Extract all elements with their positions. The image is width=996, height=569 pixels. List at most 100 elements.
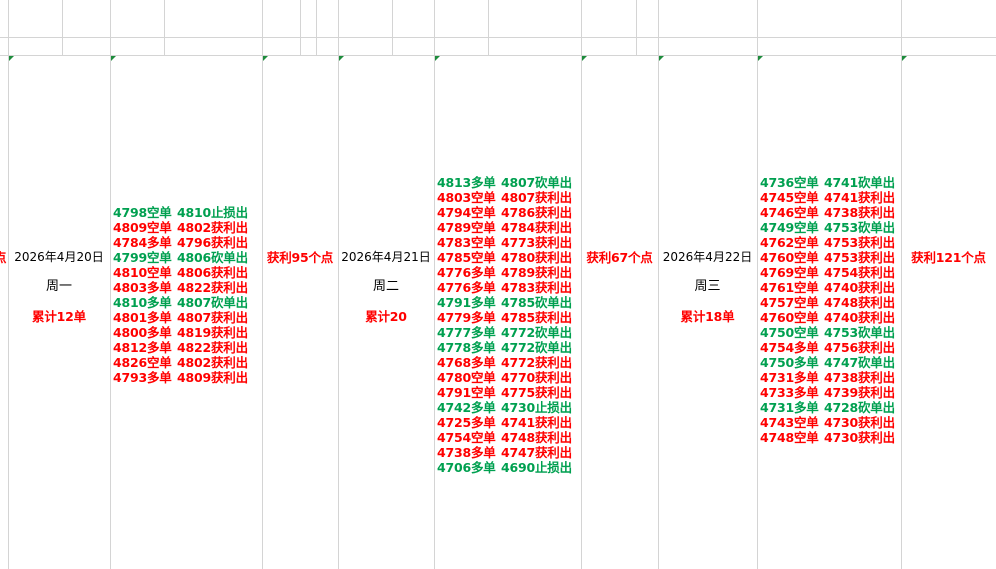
column-border xyxy=(262,0,263,569)
trade-exit: 4740获利出 xyxy=(824,310,895,325)
trade-exit: 4728砍单出 xyxy=(824,400,895,415)
column-border xyxy=(316,0,317,55)
column-border xyxy=(636,0,637,55)
trade-entry: 4789空单 xyxy=(437,220,496,235)
trade-entry: 4754多单 xyxy=(760,340,819,355)
trade-exit: 4738获利出 xyxy=(824,370,895,385)
trade-exit: 4806砍单出 xyxy=(177,250,248,265)
trade-entry: 4742多单 xyxy=(437,400,496,415)
column-border xyxy=(581,0,582,569)
cell-marker xyxy=(758,56,763,61)
trade-entry: 4794空单 xyxy=(437,205,496,220)
profit: 获利67个点 xyxy=(586,250,653,265)
trade-entry: 4731多单 xyxy=(760,400,819,415)
trade-entry: 4793多单 xyxy=(113,370,172,385)
trade-entry: 4776多单 xyxy=(437,280,496,295)
cell-marker xyxy=(659,56,664,61)
cell-marker xyxy=(9,56,14,61)
trade-entry: 4757空单 xyxy=(760,295,819,310)
column-border xyxy=(300,0,301,55)
trade-entry: 4810多单 xyxy=(113,295,172,310)
trade-exit: 4783获利出 xyxy=(501,280,572,295)
trade-entry: 4736空单 xyxy=(760,175,819,190)
trade-exit: 4748获利出 xyxy=(501,430,572,445)
trade-entry: 4783空单 xyxy=(437,235,496,250)
trade-entry: 4760空单 xyxy=(760,310,819,325)
trade-exit: 4807砍单出 xyxy=(501,175,572,190)
trade-exit: 4802获利出 xyxy=(177,220,248,235)
trade-exit: 4822获利出 xyxy=(177,280,248,295)
trade-exit: 4730止损出 xyxy=(501,400,572,415)
trade-entry: 4812多单 xyxy=(113,340,172,355)
cell-marker xyxy=(111,56,116,61)
trade-exit: 4741获利出 xyxy=(501,415,572,430)
trade-exit: 4810止损出 xyxy=(177,205,248,220)
trade-entry: 4810空单 xyxy=(113,265,172,280)
trade-entry: 4760空单 xyxy=(760,250,819,265)
cell-marker xyxy=(902,56,907,61)
profit: 获利95个点 xyxy=(266,250,334,265)
trade-exit: 4772获利出 xyxy=(501,355,572,370)
weekday: 周二 xyxy=(372,279,399,294)
profit: 获利121个点 xyxy=(911,250,986,265)
trade-entry: 4733多单 xyxy=(760,385,819,400)
total: 累计12单 xyxy=(32,309,86,324)
trade-exit: 4775获利出 xyxy=(501,385,572,400)
trade-entry: 4746空单 xyxy=(760,205,819,220)
total: 累计18单 xyxy=(680,309,735,324)
trade-exit: 4807获利出 xyxy=(501,190,572,205)
trade-exit: 4730获利出 xyxy=(824,430,895,445)
trade-entry: 4800多单 xyxy=(113,325,172,340)
trade-exit: 4747获利出 xyxy=(501,445,572,460)
trade-exit: 4802获利出 xyxy=(177,355,248,370)
trade-exit: 4773获利出 xyxy=(501,235,572,250)
cell-marker xyxy=(263,56,268,61)
column-border xyxy=(434,0,435,569)
column-border xyxy=(338,0,339,569)
trade-exit: 4748获利出 xyxy=(824,295,895,310)
trade-entry: 4706多单 xyxy=(437,460,496,475)
trade-entry: 4761空单 xyxy=(760,280,819,295)
date: 2026年4月20日 xyxy=(14,250,104,264)
trade-exit: 4756获利出 xyxy=(824,340,895,355)
trade-exit: 4753砍单出 xyxy=(824,325,895,340)
column-border xyxy=(164,0,165,55)
column-border xyxy=(110,0,111,569)
trade-entry: 4738多单 xyxy=(437,445,496,460)
column-border xyxy=(392,0,393,55)
trade-entry: 4779多单 xyxy=(437,310,496,325)
column-border xyxy=(658,0,659,569)
trade-entry: 4791空单 xyxy=(437,385,496,400)
trade-entry: 4725多单 xyxy=(437,415,496,430)
trade-exit: 4730获利出 xyxy=(824,415,895,430)
cell-marker xyxy=(339,56,344,61)
cell-marker xyxy=(435,56,440,61)
trade-entry: 4745空单 xyxy=(760,190,819,205)
trade-exit: 4784获利出 xyxy=(501,220,572,235)
trade-entry: 4801多单 xyxy=(113,310,172,325)
trade-exit: 4690止损出 xyxy=(501,460,572,475)
trade-entry: 4799空单 xyxy=(113,250,172,265)
trade-entry: 4803多单 xyxy=(113,280,172,295)
trade-exit: 4785获利出 xyxy=(501,310,572,325)
trade-exit: 4741获利出 xyxy=(824,190,895,205)
trade-entry: 4780空单 xyxy=(437,370,496,385)
trade-exit: 4770获利出 xyxy=(501,370,572,385)
trade-entry: 4813多单 xyxy=(437,175,496,190)
trade-entry: 4785空单 xyxy=(437,250,496,265)
trade-exit: 4772砍单出 xyxy=(501,340,572,355)
trade-entry: 4791多单 xyxy=(437,295,496,310)
trade-exit: 4753获利出 xyxy=(824,235,895,250)
trade-exit: 4753砍单出 xyxy=(824,220,895,235)
column-border xyxy=(488,0,489,55)
trade-exit: 4807砍单出 xyxy=(177,295,248,310)
trade-entry: 4777多单 xyxy=(437,325,496,340)
trade-exit: 4754获利出 xyxy=(824,265,895,280)
date: 2026年4月22日 xyxy=(662,250,753,264)
column-border xyxy=(901,0,902,569)
weekday: 周一 xyxy=(45,279,72,294)
trade-exit: 4807获利出 xyxy=(177,310,248,325)
trade-exit: 4789获利出 xyxy=(501,265,572,280)
row-border xyxy=(0,37,996,38)
